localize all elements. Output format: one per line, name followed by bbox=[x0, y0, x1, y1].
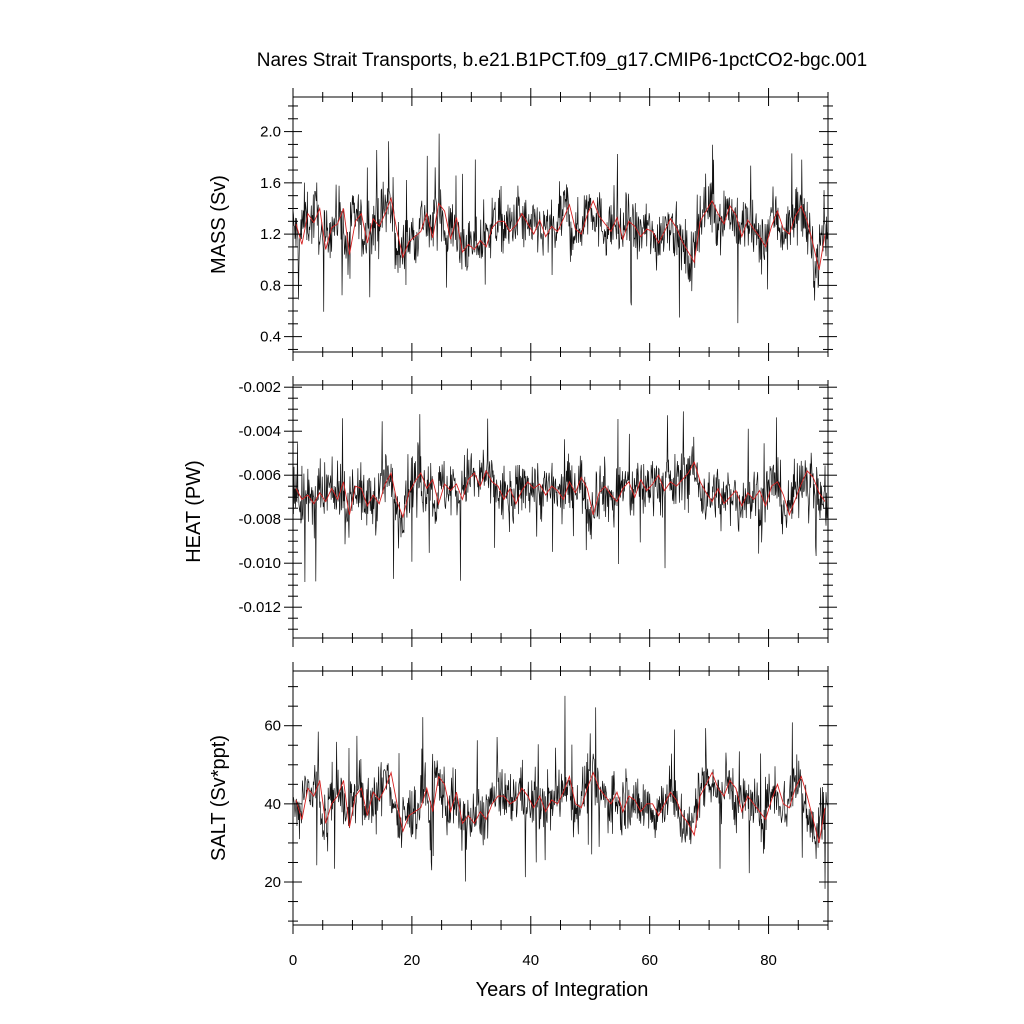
y-tick-label-mass: 1.6 bbox=[260, 175, 281, 192]
x-tick-label: 60 bbox=[641, 952, 658, 969]
y-tick-label-heat: -0.012 bbox=[238, 599, 281, 616]
x-tick-label: 80 bbox=[760, 952, 777, 969]
panel-mass: 0.4 0.8 1.2 1.6 2.0 MASS (Sv) bbox=[208, 88, 837, 361]
y-tick-label-mass: 0.8 bbox=[260, 277, 281, 294]
series-annual-mean-salt bbox=[295, 770, 826, 844]
y-axis-label-heat: HEAT (PW) bbox=[183, 460, 205, 563]
y-tick-label-salt: 40 bbox=[264, 796, 281, 813]
series-annual-mean-heat bbox=[295, 460, 826, 519]
y-tick-label-heat: -0.010 bbox=[238, 555, 281, 572]
series-monthly-mass bbox=[293, 133, 828, 324]
y-tick-label-salt: 20 bbox=[264, 874, 281, 891]
y-axis-label-mass: MASS (Sv) bbox=[208, 175, 230, 274]
series-monthly-heat bbox=[293, 411, 828, 583]
y-tick-label-mass: 2.0 bbox=[260, 124, 281, 141]
x-axis-label: Years of Integration bbox=[476, 979, 649, 1001]
chart-title: Nares Strait Transports, b.e21.B1PCT.f09… bbox=[257, 50, 867, 71]
panel-salt: 20 40 60 SALT (Sv*ppt) bbox=[208, 662, 837, 934]
y-tick-label-heat: -0.008 bbox=[238, 511, 281, 528]
y-tick-label-salt: 60 bbox=[264, 718, 281, 735]
series-monthly-salt bbox=[293, 695, 828, 889]
y-tick-label-heat: -0.004 bbox=[238, 423, 281, 440]
panel-heat: -0.012 -0.010 -0.008 -0.006 -0.004 -0.002 HEAT… bbox=[183, 376, 837, 647]
x-tick-label: 20 bbox=[404, 952, 421, 969]
x-tick-label: 40 bbox=[522, 952, 539, 969]
y-tick-label-heat: -0.006 bbox=[238, 467, 281, 484]
x-tick-label: 0 bbox=[289, 952, 297, 969]
y-tick-label-mass: 1.2 bbox=[260, 226, 281, 243]
series-annual-mean-mass bbox=[295, 196, 826, 271]
y-axis-label-salt: SALT (Sv*ppt) bbox=[208, 735, 230, 861]
y-tick-label-heat: -0.002 bbox=[238, 379, 281, 396]
y-tick-label-mass: 0.4 bbox=[260, 329, 281, 346]
